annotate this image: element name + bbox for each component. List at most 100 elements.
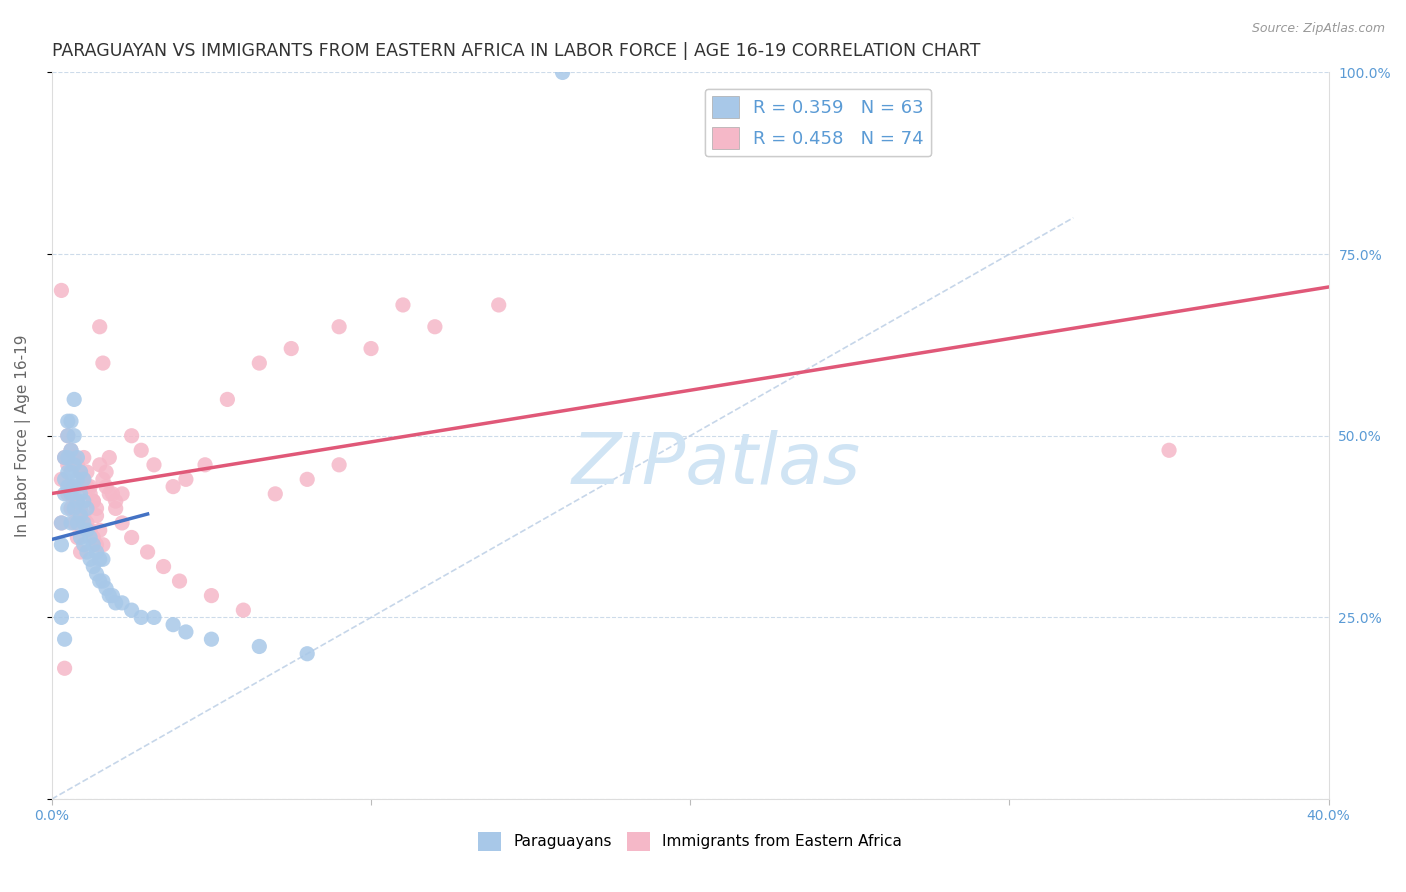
Point — [76, 501, 98, 516]
Point — [53, 472, 76, 486]
Point — [152, 559, 174, 574]
Point — [91, 356, 114, 370]
Point — [73, 508, 96, 523]
Point — [51, 284, 73, 298]
Point — [82, 559, 104, 574]
Point — [200, 632, 222, 647]
Text: PARAGUAYAN VS IMMIGRANTS FROM EASTERN AFRICA IN LABOR FORCE | AGE 16-19 CORRELAT: PARAGUAYAN VS IMMIGRANTS FROM EASTERN AF… — [52, 42, 980, 60]
Point — [59, 443, 82, 458]
Point — [59, 501, 82, 516]
Point — [86, 566, 108, 581]
Y-axis label: In Labor Force | Age 16-19: In Labor Force | Age 16-19 — [15, 334, 31, 537]
Point — [129, 443, 152, 458]
Point — [53, 450, 76, 465]
Point — [66, 494, 89, 508]
Point — [94, 582, 117, 596]
Point — [91, 538, 114, 552]
Point — [104, 494, 127, 508]
Point — [56, 480, 79, 494]
Point — [423, 319, 446, 334]
Point — [51, 610, 73, 624]
Point — [247, 640, 270, 654]
Point — [91, 552, 114, 566]
Point — [63, 501, 86, 516]
Point — [101, 589, 124, 603]
Point — [194, 458, 217, 472]
Point — [76, 545, 98, 559]
Point — [488, 298, 510, 312]
Point — [76, 523, 98, 537]
Point — [551, 65, 574, 79]
Point — [121, 429, 143, 443]
Point — [136, 545, 159, 559]
Point — [1157, 443, 1180, 458]
Point — [59, 465, 82, 479]
Point — [79, 523, 101, 537]
Point — [69, 465, 91, 479]
Point — [73, 472, 96, 486]
Point — [98, 589, 121, 603]
Point — [328, 319, 350, 334]
Point — [56, 458, 79, 472]
Point — [91, 574, 114, 588]
Point — [56, 465, 79, 479]
Point — [169, 574, 191, 588]
Point — [328, 458, 350, 472]
Point — [162, 617, 184, 632]
Point — [89, 319, 111, 334]
Point — [63, 458, 86, 472]
Point — [79, 552, 101, 566]
Point — [94, 480, 117, 494]
Point — [264, 487, 287, 501]
Point — [66, 472, 89, 486]
Point — [66, 458, 89, 472]
Point — [89, 458, 111, 472]
Point — [129, 610, 152, 624]
Point — [82, 538, 104, 552]
Point — [104, 501, 127, 516]
Point — [73, 538, 96, 552]
Point — [63, 392, 86, 407]
Point — [280, 342, 302, 356]
Point — [53, 661, 76, 675]
Point — [56, 450, 79, 465]
Point — [51, 472, 73, 486]
Point — [89, 552, 111, 566]
Point — [121, 531, 143, 545]
Point — [76, 480, 98, 494]
Point — [76, 516, 98, 530]
Point — [69, 531, 91, 545]
Point — [59, 516, 82, 530]
Point — [53, 487, 76, 501]
Point — [51, 516, 73, 530]
Point — [63, 487, 86, 501]
Point — [53, 632, 76, 647]
Point — [56, 429, 79, 443]
Point — [53, 450, 76, 465]
Point — [73, 472, 96, 486]
Point — [56, 429, 79, 443]
Point — [143, 610, 166, 624]
Point — [101, 487, 124, 501]
Point — [73, 516, 96, 530]
Point — [59, 443, 82, 458]
Point — [66, 516, 89, 530]
Point — [86, 501, 108, 516]
Point — [56, 414, 79, 428]
Point — [59, 480, 82, 494]
Text: Source: ZipAtlas.com: Source: ZipAtlas.com — [1251, 22, 1385, 36]
Point — [69, 465, 91, 479]
Point — [104, 596, 127, 610]
Point — [111, 516, 134, 530]
Point — [94, 465, 117, 479]
Point — [66, 450, 89, 465]
Point — [247, 356, 270, 370]
Point — [162, 480, 184, 494]
Point — [76, 465, 98, 479]
Point — [51, 589, 73, 603]
Point — [86, 545, 108, 559]
Point — [69, 508, 91, 523]
Point — [111, 487, 134, 501]
Point — [98, 450, 121, 465]
Point — [98, 487, 121, 501]
